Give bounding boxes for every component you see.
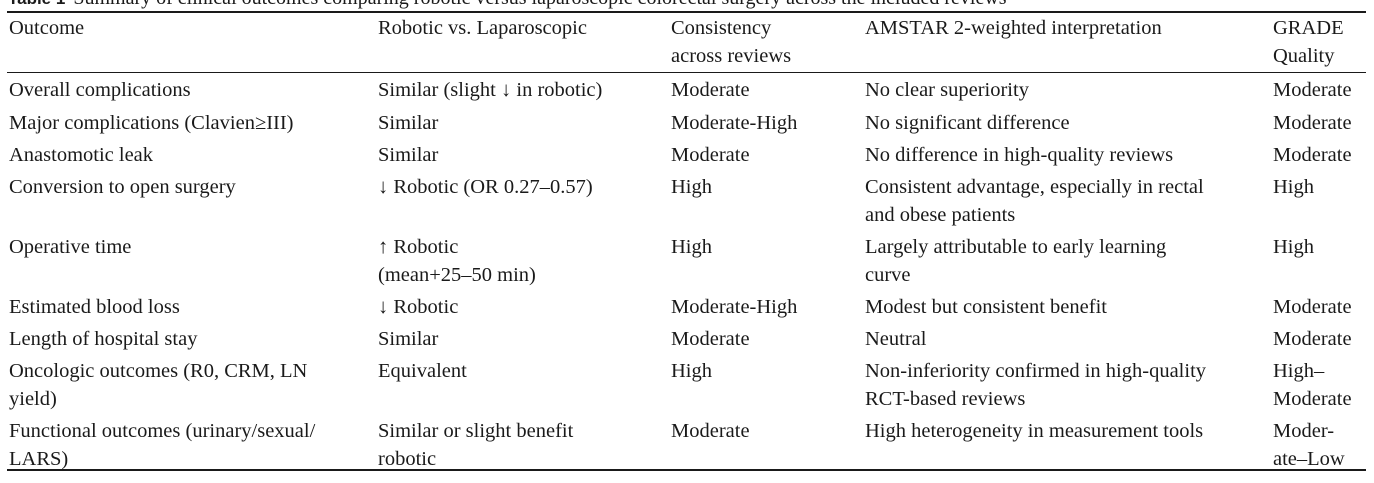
row-4-grade: High bbox=[1273, 236, 1314, 258]
row-2-amstar: No difference in high-quality reviews bbox=[865, 144, 1174, 166]
table-label: Table 1 bbox=[8, 0, 65, 8]
row-2-comparison: Similar bbox=[378, 144, 439, 166]
top-rule bbox=[7, 11, 1366, 13]
row-7-comparison: Equivalent bbox=[378, 360, 467, 382]
row-3-consistency: High bbox=[671, 176, 712, 198]
row-0-outcome: Overall complications bbox=[9, 79, 191, 101]
row-8-comparison: Similar or slight benefit robotic bbox=[378, 420, 574, 470]
table-caption: Table 1 Summary of clinical outcomes comp… bbox=[8, 0, 1007, 10]
row-0-amstar: No clear superiority bbox=[865, 79, 1029, 101]
row-5-amstar: Modest but consistent benefit bbox=[865, 296, 1107, 318]
row-5-grade: Moderate bbox=[1273, 296, 1352, 318]
row-6-comparison: Similar bbox=[378, 328, 439, 350]
row-8-grade: Moder- ate–Low bbox=[1273, 420, 1345, 470]
header-comparison: Robotic vs. Laparoscopic bbox=[378, 17, 587, 39]
row-1-grade: Moderate bbox=[1273, 112, 1352, 134]
row-1-outcome: Major complications (Clavien≥III) bbox=[9, 112, 294, 134]
row-8-outcome: Functional outcomes (urinary/sexual/ LAR… bbox=[9, 420, 316, 470]
row-4-outcome: Operative time bbox=[9, 236, 132, 258]
row-4-comparison: ↑ Robotic (mean+25–50 min) bbox=[378, 236, 536, 286]
row-7-outcome: Oncologic outcomes (R0, CRM, LN yield) bbox=[9, 360, 308, 410]
row-8-consistency: Moderate bbox=[671, 420, 750, 442]
row-3-amstar: Consistent advantage, especially in rect… bbox=[865, 176, 1204, 226]
row-7-grade: High– Moderate bbox=[1273, 360, 1352, 410]
row-3-grade: High bbox=[1273, 176, 1314, 198]
row-0-comparison: Similar (slight ↓ in robotic) bbox=[378, 79, 603, 101]
row-1-consistency: Moderate-High bbox=[671, 112, 798, 134]
header-consistency: Consistency across reviews bbox=[671, 17, 792, 67]
row-7-amstar: Non-inferiority confirmed in high-qualit… bbox=[865, 360, 1207, 410]
row-8-amstar: High heterogeneity in measurement tools bbox=[865, 420, 1204, 442]
row-2-consistency: Moderate bbox=[671, 144, 750, 166]
row-2-outcome: Anastomotic leak bbox=[9, 144, 154, 166]
row-3-comparison: ↓ Robotic (OR 0.27–0.57) bbox=[378, 176, 593, 198]
bottom-rule bbox=[7, 469, 1366, 471]
row-3-outcome: Conversion to open surgery bbox=[9, 176, 236, 198]
header-outcome: Outcome bbox=[9, 17, 85, 39]
row-7-consistency: High bbox=[671, 360, 712, 382]
row-5-comparison: ↓ Robotic bbox=[378, 296, 459, 318]
row-4-consistency: High bbox=[671, 236, 712, 258]
row-5-consistency: Moderate-High bbox=[671, 296, 798, 318]
row-0-grade: Moderate bbox=[1273, 79, 1352, 101]
table-title: Summary of clinical outcomes comparing r… bbox=[73, 0, 1006, 9]
row-0-consistency: Moderate bbox=[671, 79, 750, 101]
row-6-grade: Moderate bbox=[1273, 328, 1352, 350]
row-5-outcome: Estimated blood loss bbox=[9, 296, 180, 318]
row-4-amstar: Largely attributable to early learning c… bbox=[865, 236, 1167, 286]
row-6-outcome: Length of hospital stay bbox=[9, 328, 198, 350]
header-amstar: AMSTAR 2-weighted interpretation bbox=[865, 17, 1162, 39]
row-6-consistency: Moderate bbox=[671, 328, 750, 350]
row-2-grade: Moderate bbox=[1273, 144, 1352, 166]
row-6-amstar: Neutral bbox=[865, 328, 927, 350]
header-rule bbox=[7, 72, 1366, 73]
row-1-amstar: No significant difference bbox=[865, 112, 1070, 134]
row-1-comparison: Similar bbox=[378, 112, 439, 134]
header-grade: GRADE Quality bbox=[1273, 17, 1344, 67]
